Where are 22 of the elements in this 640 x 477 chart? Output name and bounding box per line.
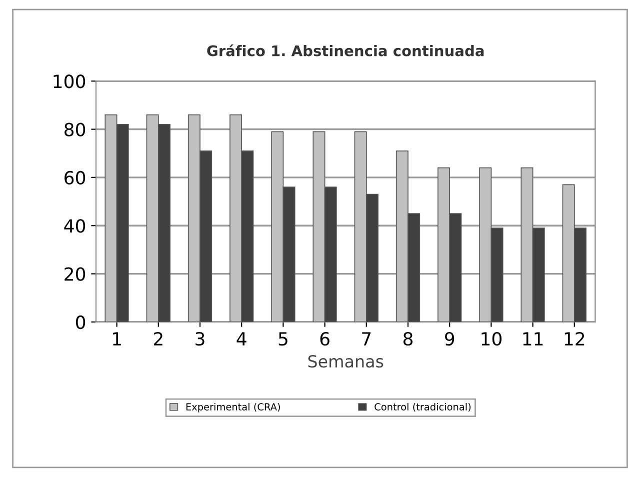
y-tick-label: 20 <box>64 267 86 281</box>
y-tick-label: 80 <box>64 122 86 136</box>
y-tick-label: 100 <box>54 74 86 88</box>
x-tick-label: 8 <box>403 332 413 346</box>
x-tick-label: 7 <box>362 332 371 346</box>
x-tick-label: 6 <box>320 332 330 346</box>
y-tick-label: 0 <box>76 315 86 330</box>
x-tick-label: 9 <box>444 332 454 346</box>
x-tick-label: 2 <box>154 332 162 346</box>
x-tick-label: 1 <box>113 332 121 346</box>
chart-title: Gráfico 1. Abstinencia continuada <box>207 44 484 56</box>
x-tick-label: 4 <box>236 332 246 346</box>
legend-label: Experimental (CRA) <box>186 402 280 412</box>
x-tick-label: 3 <box>196 332 204 346</box>
x-tick-label: 12 <box>564 332 584 346</box>
x-tick-label: 11 <box>523 332 543 346</box>
legend-label: Control (tradicional) <box>374 402 471 412</box>
y-tick-label: 40 <box>64 219 86 233</box>
x-axis-title: Semanas <box>308 355 384 368</box>
x-tick-label: 5 <box>278 332 288 346</box>
y-tick-label: 60 <box>64 170 86 185</box>
x-tick-label: 10 <box>482 332 502 346</box>
